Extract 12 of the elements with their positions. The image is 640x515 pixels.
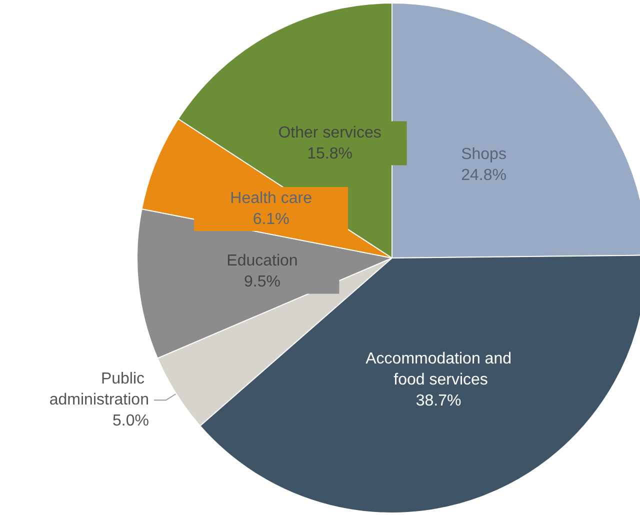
data-label: 24.8% bbox=[461, 167, 506, 184]
data-label: 6.1% bbox=[252, 210, 290, 228]
data-label: 38.7% bbox=[416, 392, 462, 410]
data-label: 5.0% bbox=[112, 412, 149, 430]
data-label: 15.8% bbox=[307, 145, 352, 162]
slice-label: Shops bbox=[461, 146, 506, 164]
data-label: 9.5% bbox=[244, 274, 280, 291]
slice-label: Health care bbox=[230, 190, 312, 207]
slice-label: Public administration bbox=[49, 370, 149, 409]
slice-label: Education bbox=[226, 252, 298, 270]
slice-label: Other services bbox=[278, 124, 382, 142]
slice-label: Accommodation and food services bbox=[366, 350, 512, 388]
